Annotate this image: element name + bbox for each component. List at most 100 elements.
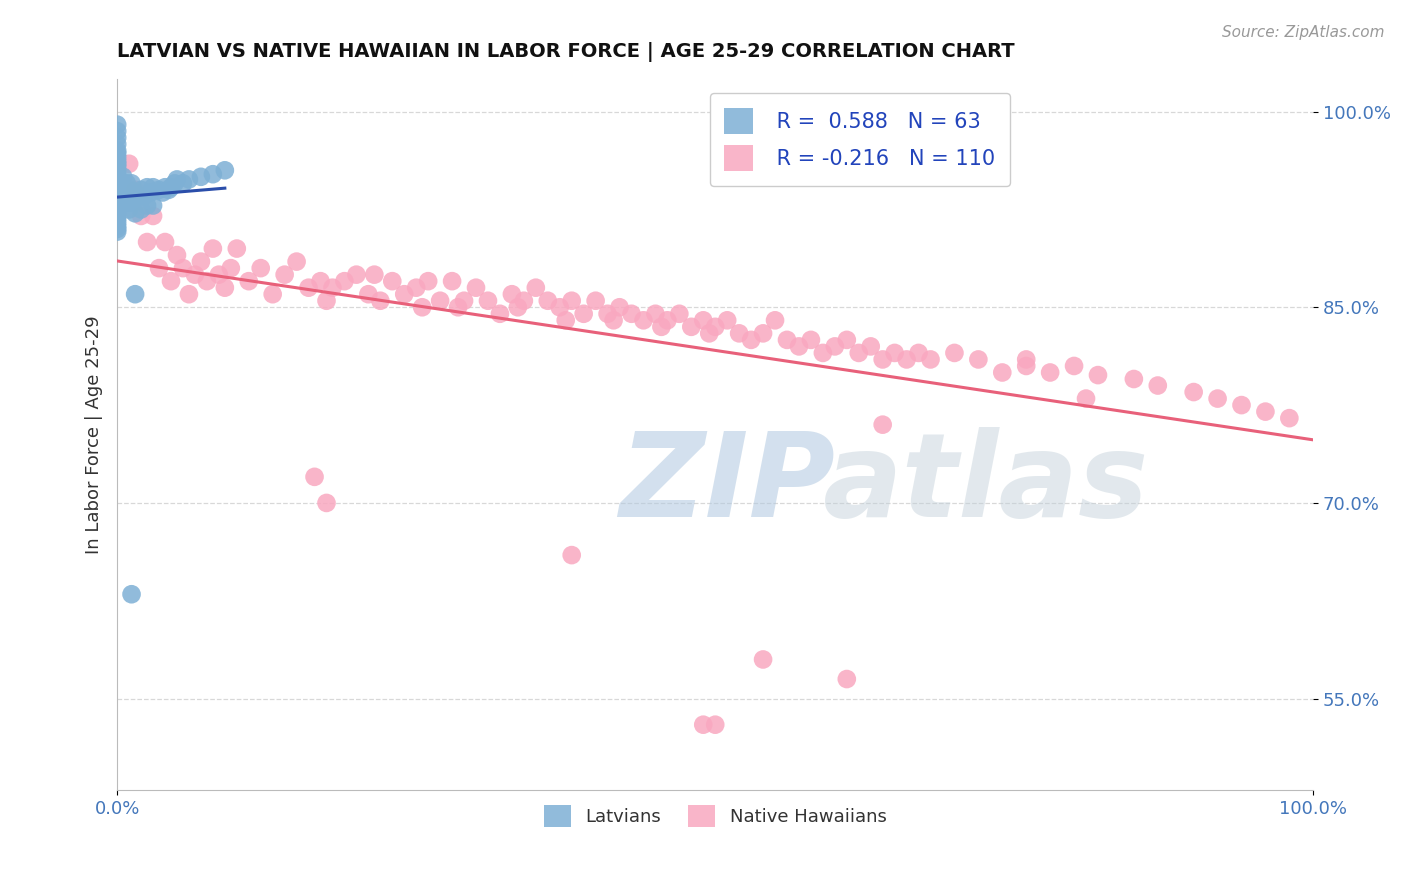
- Point: [153, 235, 176, 249]
- Point: [105, 206, 128, 220]
- Point: [136, 235, 159, 249]
- Point: [1015, 359, 1038, 373]
- Point: [344, 268, 367, 282]
- Point: [740, 333, 762, 347]
- Point: [872, 352, 894, 367]
- Point: [195, 274, 218, 288]
- Point: [124, 186, 146, 200]
- Point: [585, 293, 607, 308]
- Point: [148, 183, 170, 197]
- Point: [506, 300, 529, 314]
- Point: [513, 293, 536, 308]
- Point: [184, 268, 207, 282]
- Point: [124, 183, 146, 197]
- Point: [561, 293, 583, 308]
- Point: [208, 268, 231, 282]
- Point: [118, 183, 141, 197]
- Point: [105, 219, 128, 234]
- Point: [121, 587, 143, 601]
- Point: [262, 287, 284, 301]
- Point: [752, 326, 775, 341]
- Point: [697, 326, 720, 341]
- Point: [333, 274, 356, 288]
- Point: [633, 313, 655, 327]
- Point: [370, 293, 392, 308]
- Point: [357, 287, 380, 301]
- Point: [315, 496, 337, 510]
- Point: [692, 313, 714, 327]
- Point: [132, 189, 155, 203]
- Point: [129, 209, 152, 223]
- Point: [561, 548, 583, 562]
- Point: [1074, 392, 1097, 406]
- Point: [105, 225, 128, 239]
- Point: [704, 717, 727, 731]
- Point: [115, 177, 138, 191]
- Point: [835, 672, 858, 686]
- Point: [105, 183, 128, 197]
- Point: [1063, 359, 1085, 373]
- Point: [136, 180, 159, 194]
- Point: [105, 146, 128, 161]
- Point: [160, 274, 183, 288]
- Point: [142, 198, 165, 212]
- Point: [609, 300, 631, 314]
- Point: [105, 215, 128, 229]
- Point: [129, 183, 152, 197]
- Point: [304, 470, 326, 484]
- Point: [142, 180, 165, 194]
- Point: [105, 167, 128, 181]
- Text: ZIP: ZIP: [620, 426, 835, 541]
- Point: [321, 281, 343, 295]
- Point: [105, 160, 128, 174]
- Point: [105, 186, 128, 200]
- Point: [105, 163, 128, 178]
- Point: [124, 206, 146, 220]
- Point: [477, 293, 499, 308]
- Point: [991, 366, 1014, 380]
- Point: [166, 248, 188, 262]
- Point: [1039, 366, 1062, 380]
- Text: atlas: atlas: [823, 426, 1149, 541]
- Point: [105, 124, 128, 138]
- Point: [105, 198, 128, 212]
- Point: [142, 209, 165, 223]
- Point: [1146, 378, 1168, 392]
- Point: [967, 352, 990, 367]
- Point: [177, 172, 200, 186]
- Point: [201, 167, 224, 181]
- Point: [118, 157, 141, 171]
- Point: [273, 268, 295, 282]
- Point: [105, 189, 128, 203]
- Point: [848, 346, 870, 360]
- Point: [465, 281, 488, 295]
- Point: [219, 261, 242, 276]
- Point: [118, 202, 141, 217]
- Point: [1206, 392, 1229, 406]
- Point: [1278, 411, 1301, 425]
- Point: [763, 313, 786, 327]
- Point: [1230, 398, 1253, 412]
- Point: [139, 186, 162, 200]
- Point: [121, 195, 143, 210]
- Point: [105, 195, 128, 210]
- Point: [121, 177, 143, 191]
- Point: [620, 307, 643, 321]
- Point: [105, 194, 128, 208]
- Point: [1015, 352, 1038, 367]
- Point: [418, 274, 440, 288]
- Point: [105, 169, 128, 184]
- Text: LATVIAN VS NATIVE HAWAIIAN IN LABOR FORCE | AGE 25-29 CORRELATION CHART: LATVIAN VS NATIVE HAWAIIAN IN LABOR FORC…: [117, 42, 1015, 62]
- Point: [811, 346, 834, 360]
- Point: [190, 254, 212, 268]
- Point: [115, 195, 138, 210]
- Point: [297, 281, 319, 295]
- Point: [501, 287, 523, 301]
- Point: [177, 287, 200, 301]
- Point: [309, 274, 332, 288]
- Point: [153, 180, 176, 194]
- Point: [692, 717, 714, 731]
- Point: [394, 287, 416, 301]
- Point: [859, 339, 882, 353]
- Point: [214, 281, 236, 295]
